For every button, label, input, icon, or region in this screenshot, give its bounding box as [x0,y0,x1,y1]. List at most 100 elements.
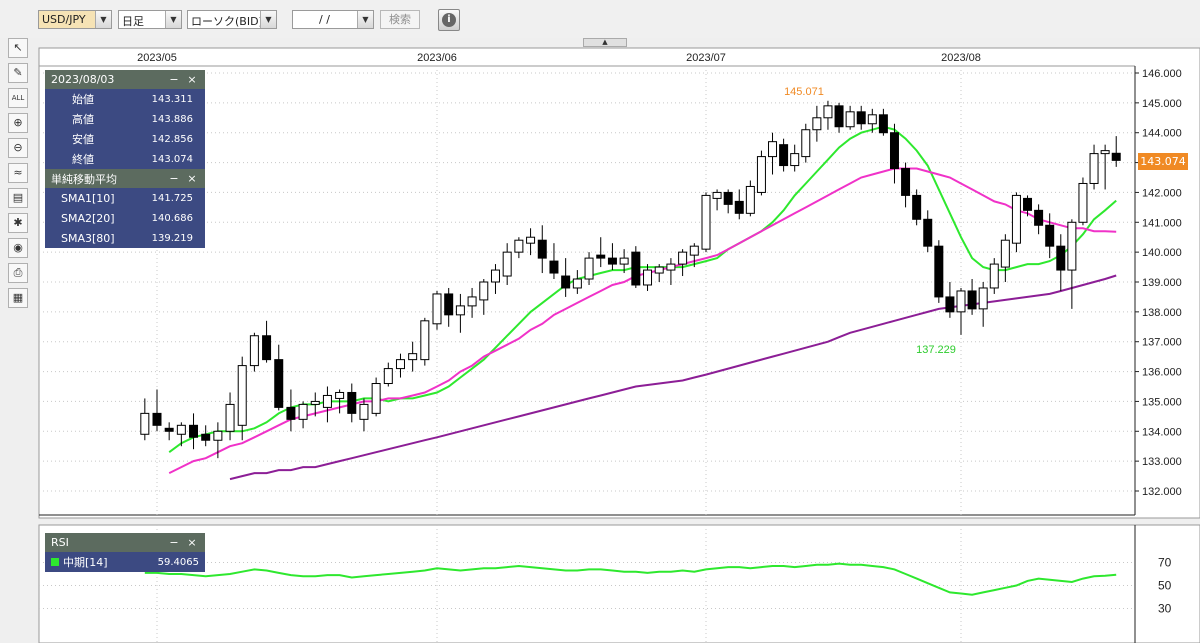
rsi-row: 中期[14] 59.4065 [45,552,205,572]
candle-body [956,290,966,313]
chart-type-select[interactable]: ローソク(BID) ▼ [187,10,277,29]
candle-body [490,269,500,283]
indicator-icon[interactable]: ≈ [8,163,28,183]
ohlc-label: 安値 [72,133,94,146]
sma-label: SMA2[20] [61,211,115,225]
candle-body [1034,209,1044,226]
candle-body [801,129,811,158]
info-button[interactable]: i [438,9,460,31]
candle-body [619,257,629,265]
candle-body [572,278,582,289]
candle-body [1089,153,1099,184]
candle-body [164,427,174,432]
candle-body [878,114,888,134]
date-value: / / [319,13,330,26]
y-tick-label: 146.000 [1142,68,1182,80]
y-tick-label: 133.000 [1142,456,1182,468]
candle-body [479,281,489,301]
rsi-value: 59.4065 [157,556,199,568]
search-button[interactable]: 検索 [380,10,420,29]
collapse-toolbar-button[interactable]: ▲ [583,38,627,47]
y-tick-label: 136.000 [1142,367,1182,379]
minimize-icon[interactable]: − [169,172,179,185]
chevron-down-icon[interactable]: ▼ [95,11,111,28]
minimize-icon[interactable]: − [169,536,179,549]
candle-body [812,117,822,131]
ohlc-row-close: 終値 143.074 [45,149,205,169]
candle-body [432,293,442,325]
pencil-icon[interactable]: ✎ [8,63,28,83]
candle-body [945,296,955,313]
candle-body [1078,182,1088,223]
candle-body [237,365,247,426]
info-icon: i [442,13,456,27]
data-table-icon[interactable]: ▤ [8,188,28,208]
candle-body [901,168,911,196]
y-tick-label: 139.000 [1142,277,1182,289]
chevron-down-icon[interactable]: ▼ [357,11,373,28]
close-icon[interactable]: × [187,172,197,185]
y-tick-label: 140.000 [1142,247,1182,259]
x-tick-label: 2023/06 [417,52,457,64]
y-tick-label: 135.000 [1142,396,1182,408]
candle-body [140,412,150,435]
y-tick-label: 132.000 [1142,486,1182,498]
rsi-frame [38,524,1200,643]
period-select[interactable]: 日足 ▼ [118,10,182,29]
candle-body [768,141,778,158]
candle-body [286,406,296,420]
candle-body [1045,224,1055,247]
eye-icon[interactable]: ◉ [8,238,28,258]
candle-body [262,335,272,361]
candle-body [359,403,369,420]
ohlc-value: 143.886 [151,113,193,125]
rsi-background [39,525,1200,643]
toolbar: USD/JPY ▼ 日足 ▼ ローソク(BID) ▼ / / ▼ 検索 i [0,0,1200,38]
zoom-in-icon[interactable]: ⊕ [8,113,28,133]
candle-body [189,424,199,438]
ohlc-panel: 2023/08/03 − × 始値 143.311 高値 143.886 安値 … [45,70,205,248]
ohlc-label: 高値 [72,113,94,126]
candle-body [834,105,844,128]
candles [140,100,1121,459]
ohlc-value: 143.074 [151,153,193,165]
candle-body [654,266,664,274]
chevron-down-icon[interactable]: ▼ [260,11,276,28]
chart-frame [38,47,1200,519]
sma-panel-title: 単純移動平均 [51,172,117,186]
rsi-series-line [144,562,1117,596]
ohlc-row-high: 高値 143.886 [45,109,205,129]
candle-body [934,245,944,298]
x-tick-label: 2023/08 [941,52,981,64]
pointer-icon[interactable]: ↖ [8,38,28,58]
all-erase-icon[interactable]: ALL [8,88,28,108]
low-annotation: 137.229 [916,344,956,356]
date-input[interactable]: / / ▼ [292,10,374,29]
candle-body [335,391,345,399]
y-tick-label: 145.000 [1142,98,1182,110]
ohlc-value: 142.856 [151,133,193,145]
candle-body [666,263,676,271]
drawing-objects-icon[interactable]: ✱ [8,213,28,233]
y-tick-label: 142.000 [1142,187,1182,199]
zoom-out-icon[interactable]: ⊖ [8,138,28,158]
currency-pair-select[interactable]: USD/JPY ▼ [38,10,112,29]
sma-label: SMA1[10] [61,191,115,205]
close-icon[interactable]: × [187,536,197,549]
print-icon[interactable]: ⎙ [8,263,28,283]
candle-body [701,194,711,250]
y-tick-label: 134.000 [1142,426,1182,438]
minimize-icon[interactable]: − [169,73,179,86]
candle-body [371,383,381,414]
candle-body [249,335,259,367]
layout-icon[interactable]: ▦ [8,288,28,308]
close-icon[interactable]: × [187,73,197,86]
sma-row-3: SMA3[80] 139.219 [45,228,205,248]
sma-value: 140.686 [151,212,193,224]
chevron-down-icon[interactable]: ▼ [165,11,181,28]
candle-body [1100,150,1110,155]
sma-value: 139.219 [151,232,193,244]
candle-body [967,290,977,310]
candle-body [298,403,308,420]
